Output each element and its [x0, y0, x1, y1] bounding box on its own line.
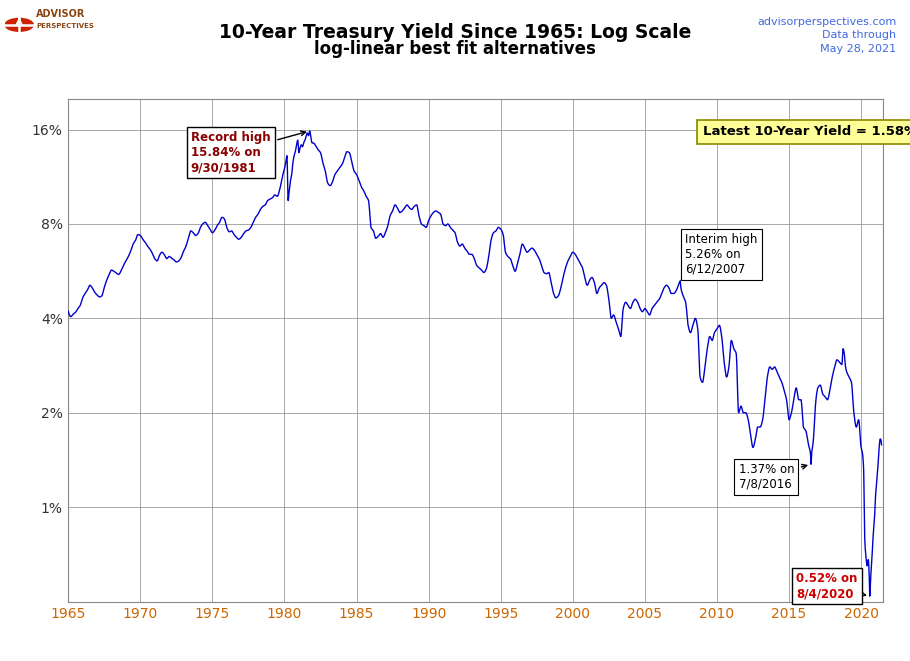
Text: May 28, 2021: May 28, 2021 — [820, 44, 896, 54]
Text: Latest 10-Year Yield = 1.58%: Latest 10-Year Yield = 1.58% — [703, 126, 910, 138]
Text: log-linear best fit alternatives: log-linear best fit alternatives — [314, 40, 596, 58]
Text: Record high
15.84% on
9/30/1981: Record high 15.84% on 9/30/1981 — [191, 131, 306, 175]
Text: PERSPECTIVES: PERSPECTIVES — [36, 23, 94, 29]
Text: 1.37% on
7/8/2016: 1.37% on 7/8/2016 — [739, 463, 807, 490]
Text: 10-Year Treasury Yield Since 1965: Log Scale: 10-Year Treasury Yield Since 1965: Log S… — [218, 23, 692, 42]
Text: 0.52% on
8/4/2020: 0.52% on 8/4/2020 — [796, 572, 865, 600]
Text: Data through: Data through — [823, 30, 896, 40]
Text: Interim high
5.26% on
6/12/2007: Interim high 5.26% on 6/12/2007 — [681, 233, 758, 280]
Circle shape — [5, 19, 34, 31]
Text: advisorperspectives.com: advisorperspectives.com — [757, 17, 896, 26]
Text: ADVISOR: ADVISOR — [36, 9, 86, 19]
